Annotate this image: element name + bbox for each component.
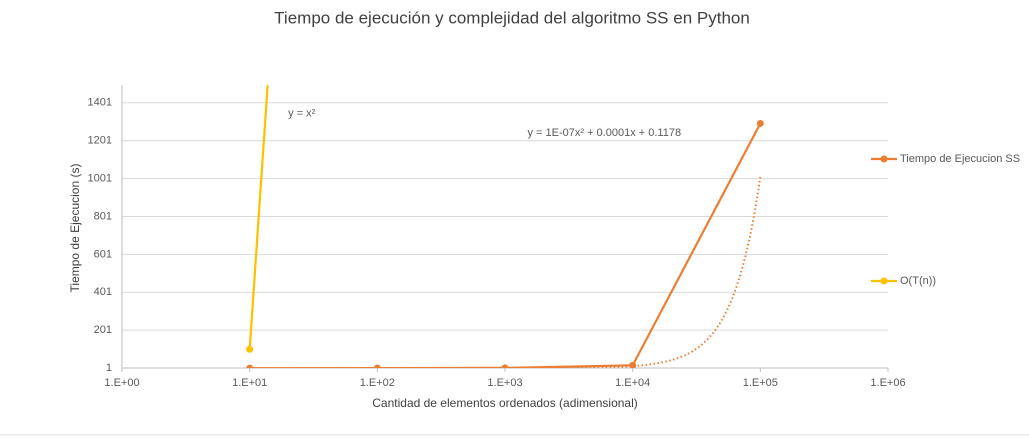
x-tick-label: 1.E+01 (232, 377, 267, 389)
data-point (629, 361, 637, 368)
legend-label: Tiempo de Ejecucion SS (900, 153, 1020, 165)
y-tick-label: 1001 (88, 172, 112, 184)
annotation: y = x² (288, 107, 316, 119)
x-tick-label: 1.E+06 (870, 377, 905, 389)
y-tick-label: 601 (94, 248, 112, 260)
y-tick-label: 1401 (88, 97, 112, 109)
x-tick-label: 1.E+02 (360, 377, 395, 389)
x-axis-title: Cantidad de elementos ordenados (adimens… (372, 396, 638, 410)
trendline (249, 176, 762, 368)
data-point (246, 345, 254, 353)
y-tick-label: 401 (94, 286, 112, 298)
legend-label: O(T(n)) (900, 275, 936, 287)
y-tick-label: 1 (106, 362, 112, 374)
series-line (249, 122, 762, 368)
data-point (756, 119, 764, 127)
y-tick-label: 1201 (88, 135, 112, 147)
chart-title: Tiempo de ejecución y complejidad del al… (274, 8, 750, 27)
legend-marker (880, 277, 888, 285)
plot-area (246, 85, 764, 368)
x-tick-label: 1.E+05 (743, 377, 778, 389)
y-tick-label: 201 (94, 324, 112, 336)
x-tick-label: 1.E+03 (487, 377, 522, 389)
x-tick-label: 1.E+04 (615, 377, 650, 389)
series-line (248, 85, 269, 350)
legend-marker (880, 155, 888, 163)
y-axis-title: Tiempo de Ejecucion (s) (68, 164, 82, 293)
data-point (373, 364, 381, 368)
annotation: y = 1E-07x² + 0.0001x + 0.1178 (527, 127, 681, 139)
x-tick-label: 1.E+00 (104, 377, 139, 389)
y-tick-label: 801 (94, 210, 112, 222)
data-point (246, 364, 254, 368)
data-point (501, 364, 509, 368)
